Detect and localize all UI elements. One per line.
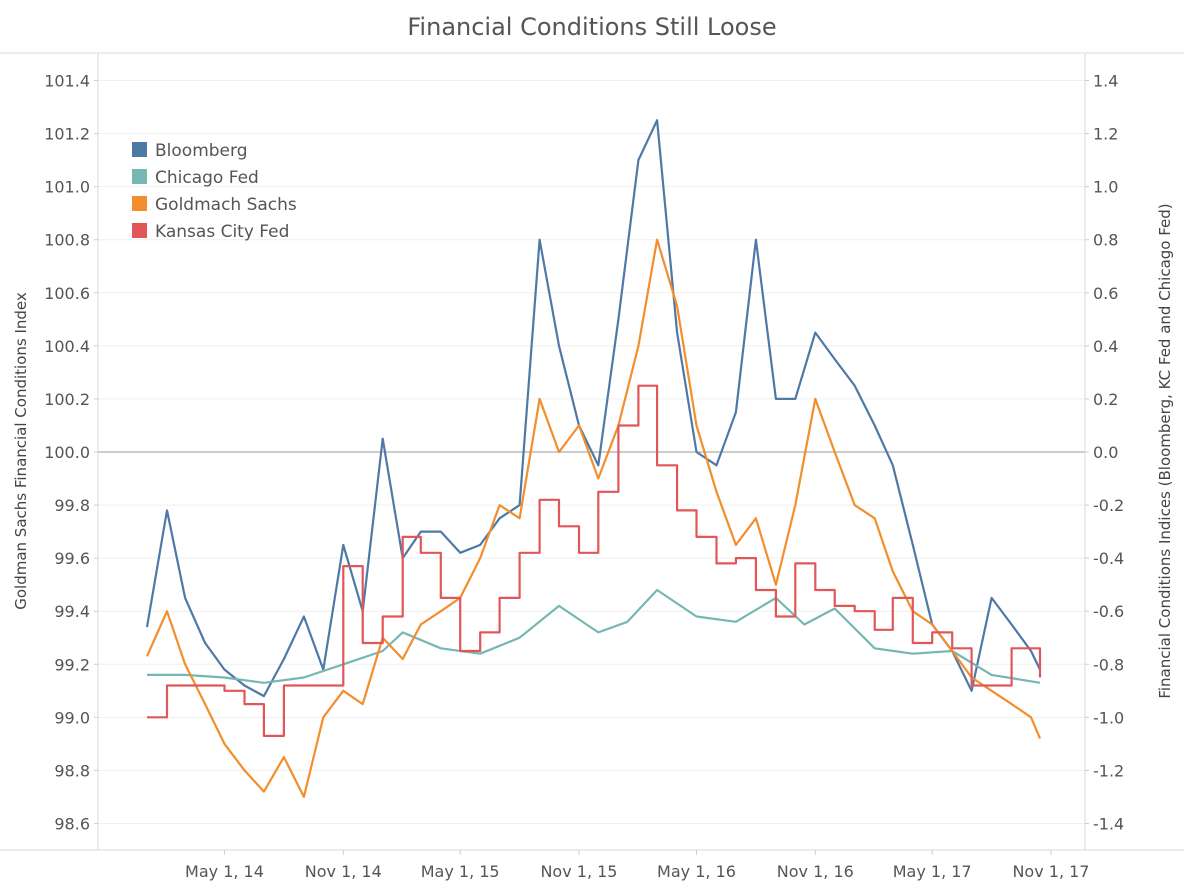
left-tick-label: 99.4 xyxy=(54,602,90,621)
legend-swatch-kansas-city-fed xyxy=(132,223,147,238)
legend-label-goldmach-sachs: Goldmach Sachs xyxy=(155,195,297,215)
right-tick-label: 1.4 xyxy=(1093,72,1118,91)
left-tick-label: 98.8 xyxy=(54,761,90,780)
right-tick-label: -1.4 xyxy=(1093,814,1124,833)
left-tick-label: 100.6 xyxy=(44,284,90,303)
left-tick-label: 100.2 xyxy=(44,390,90,409)
x-tick-label: May 1, 14 xyxy=(185,862,264,881)
right-tick-label: 0.8 xyxy=(1093,231,1118,250)
left-axis-title: Goldman Sachs Financial Conditions Index xyxy=(12,292,30,610)
x-tick-label: Nov 1, 14 xyxy=(305,862,382,881)
right-tick-label: -0.6 xyxy=(1093,602,1124,621)
left-tick-label: 99.6 xyxy=(54,549,90,568)
series-line-bloomberg xyxy=(145,119,1041,698)
left-tick-label: 99.2 xyxy=(54,655,90,674)
x-tick-label: Nov 1, 15 xyxy=(540,862,617,881)
x-tick-label: Nov 1, 17 xyxy=(1012,862,1089,881)
right-tick-label: 0.6 xyxy=(1093,284,1118,303)
legend-label-bloomberg: Bloomberg xyxy=(155,141,247,161)
chart-title: Financial Conditions Still Loose xyxy=(407,13,776,41)
left-tick-label: 100.4 xyxy=(44,337,90,356)
legend-label-chicago-fed: Chicago Fed xyxy=(155,168,259,188)
x-tick-label: May 1, 16 xyxy=(657,862,736,881)
legend-swatch-chicago-fed xyxy=(132,169,147,184)
right-tick-label: 1.2 xyxy=(1093,125,1118,144)
legend: Bloomberg Chicago Fed Goldmach Sachs Kansas… xyxy=(132,141,297,242)
right-tick-label: -0.2 xyxy=(1093,496,1124,515)
left-tick-label: 99.0 xyxy=(54,708,90,727)
grid-layer xyxy=(98,80,1085,824)
left-tick-label: 99.8 xyxy=(54,496,90,515)
legend-label-kansas-city-fed: Kansas City Fed xyxy=(155,222,289,242)
series-line-goldmach-sachs xyxy=(145,238,1042,798)
legend-swatch-bloomberg xyxy=(132,142,147,157)
x-tick-label: May 1, 15 xyxy=(421,862,500,881)
left-tick-label: 100.0 xyxy=(44,443,90,462)
x-tick-label: Nov 1, 16 xyxy=(777,862,854,881)
left-tick-label: 101.2 xyxy=(44,125,90,144)
left-tick-label: 100.8 xyxy=(44,231,90,250)
x-tick-label: May 1, 17 xyxy=(893,862,972,881)
right-tick-label: 1.0 xyxy=(1093,178,1118,197)
series-line-kansas-city-fed xyxy=(147,384,1042,737)
right-axis-title: Financial Conditions Indices (Bloomberg,… xyxy=(1156,203,1174,698)
right-tick-label: -1.0 xyxy=(1093,708,1124,727)
series-line-chicago-fed xyxy=(147,588,1041,684)
right-tick-label: -0.8 xyxy=(1093,655,1124,674)
right-tick-label: 0.4 xyxy=(1093,337,1118,356)
left-tick-label: 101.4 xyxy=(44,72,90,91)
left-tick-label: 101.0 xyxy=(44,178,90,197)
right-tick-label: -0.4 xyxy=(1093,549,1124,568)
right-tick-label: -1.2 xyxy=(1093,761,1124,780)
right-tick-label: 0.2 xyxy=(1093,390,1118,409)
legend-swatch-goldmach-sachs xyxy=(132,196,147,211)
series-layer xyxy=(145,119,1042,798)
right-tick-label: 0.0 xyxy=(1093,443,1118,462)
axis-layer: 101.4 101.2 101.0 100.8 100.6 100.4 100.2 100.0… xyxy=(0,54,1184,881)
left-tick-label: 98.6 xyxy=(54,814,90,833)
